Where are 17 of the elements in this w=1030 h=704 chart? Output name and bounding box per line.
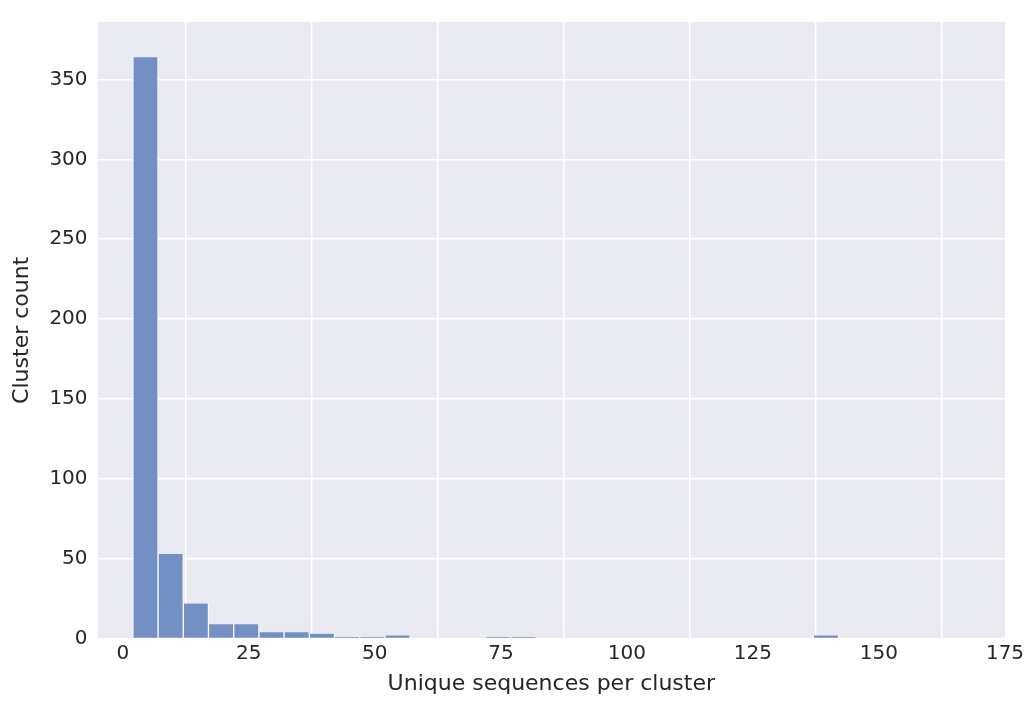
- y-tick-label: 150: [49, 385, 88, 410]
- y-axis-title: Cluster count: [7, 256, 33, 404]
- y-tick-label: 200: [49, 305, 88, 330]
- y-tick-label: 350: [49, 65, 88, 90]
- x-tick-label: 175: [985, 639, 1025, 664]
- x-tick-label: 25: [236, 639, 262, 664]
- x-tick-label: 125: [733, 639, 773, 664]
- x-tick-label: 100: [607, 639, 646, 664]
- x-tick-label: 150: [859, 639, 899, 664]
- x-tick-label: 50: [362, 639, 388, 664]
- y-tick-label: 250: [49, 225, 88, 250]
- y-tick-label: 50: [62, 544, 88, 569]
- y-tick-label: 100: [49, 465, 88, 490]
- y-tick-label: 300: [49, 145, 88, 170]
- x-tick-label: 75: [488, 639, 514, 664]
- x-axis-title: Unique sequences per cluster: [387, 669, 716, 695]
- x-tick-label: 0: [116, 639, 130, 664]
